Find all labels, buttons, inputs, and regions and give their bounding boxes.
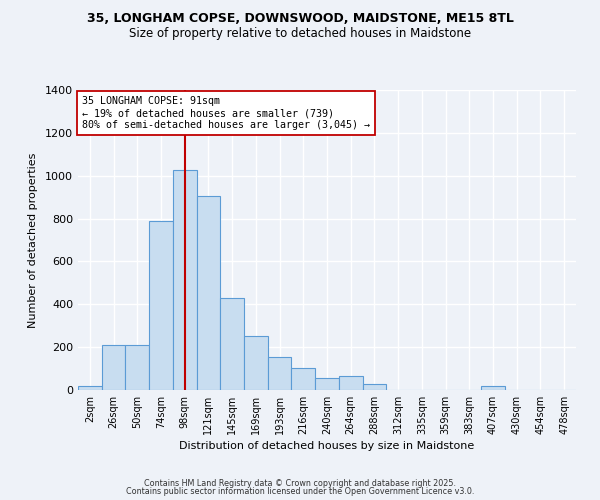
Bar (220, 298, 244, 390)
Bar (268, 357, 292, 390)
Bar (292, 368, 315, 390)
Bar (244, 336, 268, 390)
Bar (78, 386, 102, 390)
Bar (339, 376, 362, 390)
X-axis label: Distribution of detached houses by size in Maidstone: Distribution of detached houses by size … (179, 441, 475, 451)
Text: Size of property relative to detached houses in Maidstone: Size of property relative to detached ho… (129, 28, 471, 40)
Bar (149, 220, 173, 390)
Bar (197, 196, 220, 390)
Y-axis label: Number of detached properties: Number of detached properties (28, 152, 38, 328)
Text: Contains public sector information licensed under the Open Government Licence v3: Contains public sector information licen… (126, 487, 474, 496)
Text: Contains HM Land Registry data © Crown copyright and database right 2025.: Contains HM Land Registry data © Crown c… (144, 478, 456, 488)
Bar (362, 384, 386, 390)
Bar (315, 378, 339, 390)
Text: 35, LONGHAM COPSE, DOWNSWOOD, MAIDSTONE, ME15 8TL: 35, LONGHAM COPSE, DOWNSWOOD, MAIDSTONE,… (86, 12, 514, 26)
Bar (102, 345, 125, 390)
Bar (481, 386, 505, 390)
Bar (125, 345, 149, 390)
Bar (173, 170, 197, 390)
Text: 35 LONGHAM COPSE: 91sqm
← 19% of detached houses are smaller (739)
80% of semi-d: 35 LONGHAM COPSE: 91sqm ← 19% of detache… (82, 96, 370, 130)
